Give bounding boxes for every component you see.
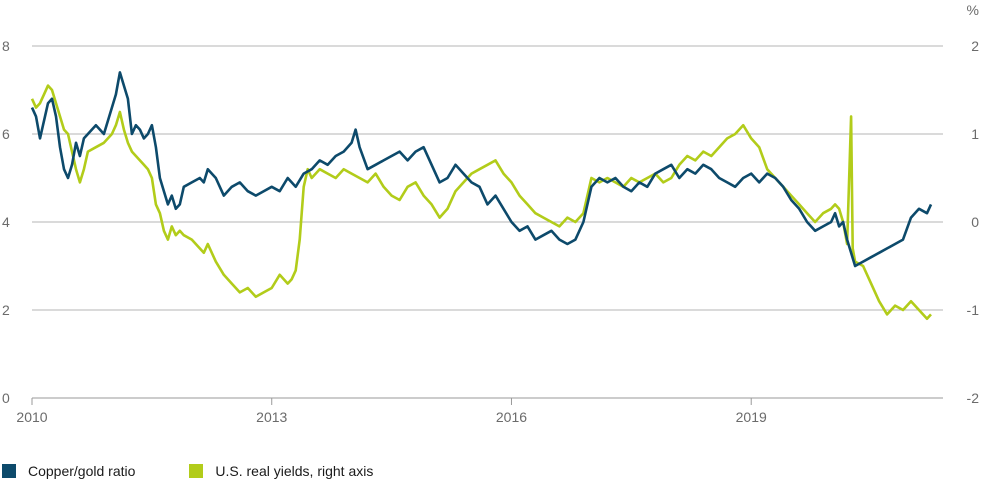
right-tick-label: 0 [971, 214, 979, 230]
series-lines [30, 71, 933, 321]
series-line-copper-gold [30, 71, 933, 268]
right-tick-label: 2 [971, 38, 979, 54]
x-tick-label: 2019 [736, 409, 767, 425]
left-tick-label: 2 [2, 302, 10, 318]
gridlines [32, 45, 943, 399]
legend-item-real-yields: U.S. real yields, right axis [189, 463, 373, 479]
x-tick-label: 2016 [496, 409, 527, 425]
x-tick-label: 2010 [16, 409, 47, 425]
legend-swatch-real-yields [189, 464, 204, 478]
x-axis-tick-labels: 2010 2013 2016 2019 [16, 398, 767, 425]
left-tick-label: 4 [2, 214, 10, 230]
left-tick-label: 0 [2, 390, 10, 406]
right-tick-label: 1 [971, 126, 979, 142]
right-axis-tick-labels: -2 -1 0 1 2 [967, 38, 980, 406]
x-tick-label: 2013 [256, 409, 287, 425]
left-tick-label: 8 [2, 38, 10, 54]
legend-swatch-copper-gold [2, 464, 16, 478]
legend: Copper/gold ratio U.S. real yields, righ… [2, 462, 427, 480]
legend-label-copper-gold: Copper/gold ratio [28, 463, 136, 479]
legend-label-real-yields: U.S. real yields, right axis [215, 463, 374, 479]
left-tick-label: 6 [2, 126, 10, 142]
right-tick-label: -1 [967, 302, 980, 318]
right-tick-label: -2 [967, 390, 980, 406]
left-axis-tick-labels: 0 2 4 6 8 [2, 38, 10, 406]
right-axis-unit-label: % [967, 2, 979, 18]
legend-item-copper-gold: Copper/gold ratio [2, 463, 135, 479]
